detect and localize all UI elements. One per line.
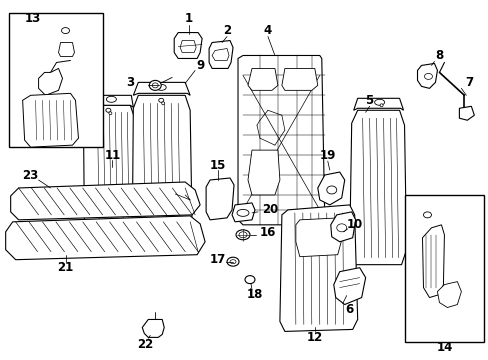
Text: 6: 6 <box>345 303 353 316</box>
Text: 13: 13 <box>24 12 41 25</box>
Bar <box>404 195 483 342</box>
Polygon shape <box>247 150 279 195</box>
Polygon shape <box>89 95 133 107</box>
Text: 18: 18 <box>246 288 263 301</box>
Polygon shape <box>11 182 200 220</box>
Ellipse shape <box>162 102 164 105</box>
Polygon shape <box>205 178 234 220</box>
Ellipse shape <box>423 212 430 218</box>
Polygon shape <box>317 172 344 205</box>
Text: 8: 8 <box>434 49 443 62</box>
Polygon shape <box>142 319 164 337</box>
Ellipse shape <box>109 112 112 115</box>
Ellipse shape <box>361 156 367 161</box>
Text: 21: 21 <box>57 261 74 274</box>
Ellipse shape <box>424 73 431 80</box>
Polygon shape <box>333 268 365 305</box>
Ellipse shape <box>159 98 163 102</box>
Polygon shape <box>212 49 228 60</box>
Polygon shape <box>133 82 190 95</box>
Polygon shape <box>279 205 357 332</box>
Text: 16: 16 <box>259 226 276 239</box>
Text: 20: 20 <box>261 203 278 216</box>
Polygon shape <box>355 145 373 175</box>
Ellipse shape <box>156 84 166 90</box>
Polygon shape <box>6 216 204 260</box>
Polygon shape <box>458 106 473 120</box>
Polygon shape <box>209 41 233 68</box>
Ellipse shape <box>237 210 248 216</box>
Polygon shape <box>174 32 202 58</box>
Polygon shape <box>422 225 444 298</box>
Polygon shape <box>83 105 137 248</box>
Text: 7: 7 <box>465 76 472 89</box>
Text: 11: 11 <box>104 149 120 162</box>
Polygon shape <box>232 203 254 222</box>
Polygon shape <box>281 68 317 90</box>
Ellipse shape <box>244 276 254 284</box>
Ellipse shape <box>226 257 239 266</box>
Ellipse shape <box>239 232 246 238</box>
Polygon shape <box>417 63 437 88</box>
Polygon shape <box>22 93 78 147</box>
Text: 19: 19 <box>319 149 335 162</box>
Text: 5: 5 <box>365 94 373 107</box>
Ellipse shape <box>374 99 384 105</box>
Text: 9: 9 <box>196 59 204 72</box>
Ellipse shape <box>106 96 116 102</box>
Ellipse shape <box>229 260 236 264</box>
Text: 23: 23 <box>22 168 39 181</box>
Text: 14: 14 <box>435 341 452 354</box>
Text: 17: 17 <box>209 253 226 266</box>
Polygon shape <box>39 68 62 95</box>
Ellipse shape <box>379 104 382 107</box>
Bar <box>9 13 103 147</box>
Text: 2: 2 <box>223 24 231 37</box>
Text: 10: 10 <box>346 218 362 231</box>
Polygon shape <box>238 55 324 225</box>
Polygon shape <box>330 212 355 242</box>
Polygon shape <box>180 41 196 53</box>
Text: 4: 4 <box>263 24 271 37</box>
Polygon shape <box>353 98 403 110</box>
Ellipse shape <box>106 108 111 112</box>
Ellipse shape <box>326 186 336 194</box>
Ellipse shape <box>236 230 249 240</box>
Polygon shape <box>349 110 406 265</box>
Polygon shape <box>59 42 74 57</box>
Polygon shape <box>247 68 277 90</box>
Text: 12: 12 <box>306 331 322 344</box>
Text: 1: 1 <box>185 12 193 25</box>
Ellipse shape <box>336 224 346 232</box>
Text: 15: 15 <box>209 158 226 172</box>
Ellipse shape <box>61 28 69 33</box>
Polygon shape <box>132 95 192 248</box>
Ellipse shape <box>152 83 158 88</box>
Ellipse shape <box>149 80 161 90</box>
Polygon shape <box>295 218 341 257</box>
Text: 3: 3 <box>126 76 134 89</box>
Text: 22: 22 <box>137 338 153 351</box>
Polygon shape <box>437 282 461 307</box>
